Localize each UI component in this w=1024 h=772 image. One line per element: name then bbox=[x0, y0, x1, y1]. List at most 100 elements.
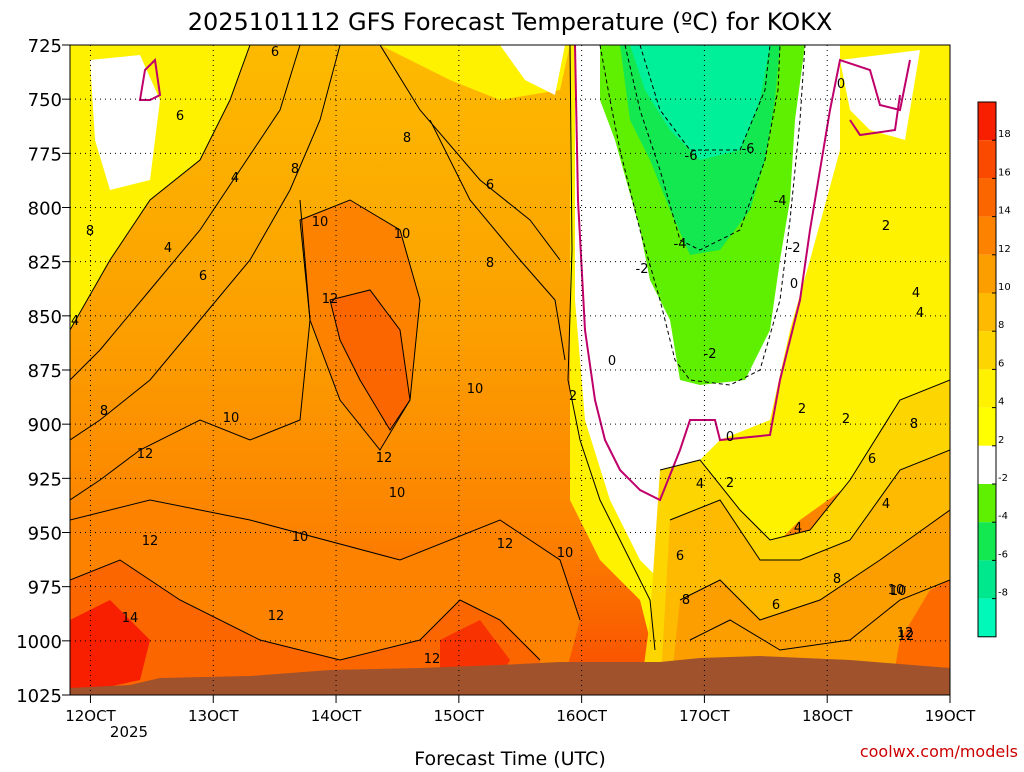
colorbar-label: -4 bbox=[998, 511, 1008, 522]
contour-label: 10 bbox=[223, 411, 240, 426]
contour-label: 12 bbox=[142, 534, 159, 549]
x-axis: 12OCT 13OCT 14OCT 15OCT 16OCT 17OCT 18OCT 19OCT bbox=[65, 695, 976, 725]
x-tick-label: 17OCT bbox=[679, 707, 730, 725]
contour-label: 2 bbox=[726, 476, 734, 491]
contour-label: 10 bbox=[557, 546, 574, 561]
colorbar-swatch bbox=[978, 178, 996, 217]
x-tick-label: 14OCT bbox=[311, 707, 362, 725]
contour-12-lower bbox=[70, 499, 581, 621]
contour-label: 0 bbox=[837, 77, 845, 92]
white-region-far-right bbox=[840, 50, 920, 140]
contour-label: -2 bbox=[788, 241, 801, 256]
contour-label: 10 bbox=[394, 227, 411, 242]
contour-label: 6 bbox=[676, 549, 684, 564]
colorbar-swatch bbox=[978, 254, 996, 293]
contour-label: 12 bbox=[497, 537, 514, 552]
colorbar-label: -6 bbox=[998, 549, 1008, 560]
colorbar-swatch bbox=[978, 522, 996, 561]
contour-8-right bbox=[679, 509, 950, 621]
y-axis: 725 750 775 800 825 850 875 900 925 950 975 1000 102… bbox=[16, 36, 70, 707]
colorbar-label: 12 bbox=[998, 244, 1011, 255]
contour-label: 6 bbox=[176, 109, 184, 124]
contour-label: 8 bbox=[100, 404, 108, 419]
colorbar: 18 16 14 12 10 8 6 4 2 -2 -4 -6 -8 bbox=[977, 101, 1011, 638]
contour-label: 8 bbox=[833, 572, 841, 587]
x-axis-label: Forecast Time (UTC) bbox=[414, 748, 605, 768]
contour-8-upper bbox=[429, 119, 566, 361]
contour-10-right bbox=[689, 579, 950, 651]
x-tick-label: 13OCT bbox=[188, 707, 239, 725]
zero-contour-upper-left bbox=[138, 57, 162, 101]
contour-label: 14 bbox=[122, 611, 139, 626]
contour-label: 12 bbox=[376, 451, 393, 466]
y-tick-label: 1025 bbox=[16, 686, 62, 707]
zero-contour-far-right bbox=[849, 94, 901, 137]
contour-label: 8 bbox=[682, 593, 690, 608]
contour-2 bbox=[70, 45, 251, 331]
contour-label: 6 bbox=[868, 452, 876, 467]
colorbar-swatch bbox=[978, 102, 996, 141]
contour-label: 4 bbox=[696, 477, 704, 492]
contour-4 bbox=[70, 45, 301, 381]
contour-label: 8 bbox=[486, 256, 494, 271]
contour-label: 12 bbox=[322, 292, 339, 307]
colorbar-label: 8 bbox=[998, 320, 1004, 331]
contour-label: 0 bbox=[608, 354, 616, 369]
y-tick-label: 800 bbox=[28, 199, 62, 220]
contour-label: 10 bbox=[890, 584, 907, 599]
colorbar-label: -2 bbox=[998, 473, 1008, 484]
y-tick-label: 775 bbox=[28, 144, 62, 165]
contour-label: 10 bbox=[888, 583, 905, 598]
contour-label: 6 bbox=[199, 269, 207, 284]
colorbar-swatch bbox=[978, 293, 996, 332]
contour-label: 10 bbox=[389, 486, 406, 501]
colorbar-swatch bbox=[978, 216, 996, 255]
colorbar-swatch bbox=[978, 140, 996, 179]
contour-8 bbox=[70, 199, 311, 501]
contour-label: -6 bbox=[685, 149, 698, 164]
colorbar-swatch bbox=[978, 369, 996, 408]
contour-label: -4 bbox=[774, 194, 787, 209]
colorbar-swatch bbox=[978, 598, 996, 637]
contour-label: 2 bbox=[882, 219, 890, 234]
contour-label-layer: 6 4 4 6 8 8 10 10 12 8 6 10 4 8 10 12 12 10 10 12 14 12 10 12 12… bbox=[71, 45, 924, 667]
minus6-contour bbox=[639, 45, 771, 151]
colorbar-label: -8 bbox=[998, 588, 1008, 599]
contour-label: 8 bbox=[86, 224, 94, 239]
contour-label: 4 bbox=[916, 306, 924, 321]
contour-label: 4 bbox=[882, 497, 890, 512]
contour-label: 4 bbox=[164, 241, 172, 256]
darker-orange-region-lower-right bbox=[670, 510, 950, 695]
contour-label: -4 bbox=[674, 237, 687, 252]
y-tick-label: 825 bbox=[28, 253, 62, 274]
contour-label: 8 bbox=[403, 131, 411, 146]
contour-4-right bbox=[659, 379, 950, 541]
contour-2-center bbox=[567, 45, 656, 651]
contour-label: 10 bbox=[467, 382, 484, 397]
x-tick-label: 12OCT bbox=[65, 707, 116, 725]
contour-6 bbox=[70, 45, 341, 441]
x-tick-label: 15OCT bbox=[434, 707, 485, 725]
contour-label: 4 bbox=[71, 314, 79, 329]
colorbar-swatch bbox=[978, 484, 996, 523]
contour-label: 12 bbox=[268, 609, 285, 624]
y-tick-label: 750 bbox=[28, 90, 62, 111]
contour-label: 6 bbox=[271, 45, 279, 60]
chart-title: 2025101112 GFS Forecast Temperature (ºC)… bbox=[188, 8, 833, 36]
colorbar-swatch bbox=[978, 407, 996, 446]
x-year-label: 2025 bbox=[110, 723, 148, 741]
y-tick-label: 875 bbox=[28, 361, 62, 382]
colorbar-label: 10 bbox=[998, 282, 1011, 293]
y-tick-label: 900 bbox=[28, 415, 62, 436]
contour-label: -2 bbox=[636, 262, 649, 277]
warm-core-12 bbox=[330, 290, 410, 430]
credit-text: coolwx.com/models bbox=[860, 742, 1018, 761]
y-tick-label: 925 bbox=[28, 469, 62, 490]
contour-label: 12 bbox=[424, 652, 441, 667]
contour-14-lower bbox=[70, 559, 541, 661]
y-tick-label: 725 bbox=[28, 36, 62, 57]
contour-label: -2 bbox=[704, 347, 717, 362]
colorbar-label: 14 bbox=[998, 206, 1011, 217]
colorbar-label: 16 bbox=[998, 167, 1011, 178]
